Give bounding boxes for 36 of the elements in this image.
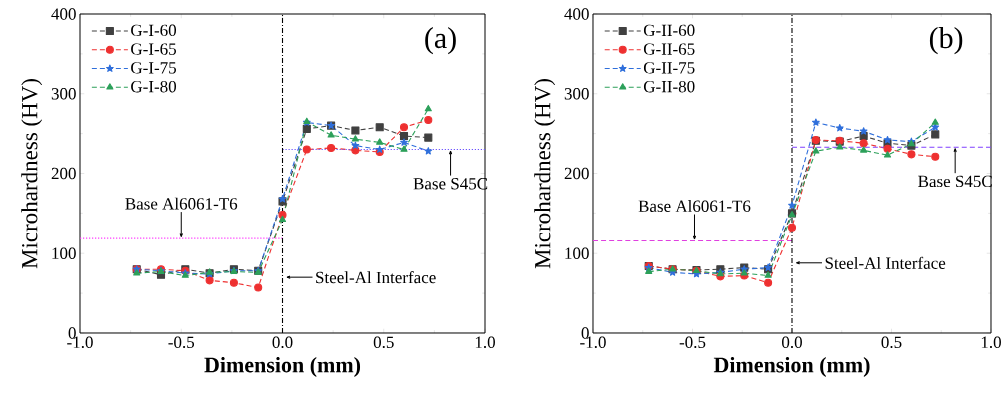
y-tick-label: 100 bbox=[52, 247, 76, 259]
y-tick-label: 300 bbox=[564, 88, 589, 100]
x-axis-title: Dimension (mm) bbox=[204, 356, 361, 377]
x-tick-label: 0.5 bbox=[373, 336, 394, 349]
x-tick-label: 0.0 bbox=[782, 336, 802, 349]
legend-label: G-I-75 bbox=[131, 62, 177, 74]
y-axis-title: Microhardness (HV) bbox=[534, 79, 556, 269]
y-tick-label: 400 bbox=[51, 8, 76, 20]
annotation: Base Al6061-T6 bbox=[638, 200, 751, 212]
legend-label: G-II-75 bbox=[643, 62, 695, 74]
legend-label: G-II-65 bbox=[643, 43, 695, 55]
x-tick-label: 0.0 bbox=[272, 336, 293, 349]
x-tick-label: -0.5 bbox=[679, 336, 706, 349]
chart-title: (a) bbox=[425, 27, 456, 55]
y-tick-label: 200 bbox=[564, 167, 589, 180]
y-axis-title: Microhardness (HV) bbox=[21, 79, 43, 269]
y-tick-label: 400 bbox=[564, 8, 589, 20]
y-tick-label: 300 bbox=[51, 88, 76, 100]
legend-label: G-II-80 bbox=[643, 80, 695, 93]
x-tick-label: 1.0 bbox=[981, 336, 1001, 349]
annotation: Base S45C bbox=[413, 178, 488, 190]
x-tick-label: 0.5 bbox=[881, 336, 902, 349]
x-axis-title: Dimension (mm) bbox=[713, 356, 870, 377]
y-tick-label: 100 bbox=[565, 247, 589, 259]
legend-label: G-II-60 bbox=[643, 24, 695, 37]
x-tick-label: 1.0 bbox=[475, 336, 495, 349]
annotation: Steel-Al Interface bbox=[316, 271, 436, 284]
chart-title: (b) bbox=[929, 27, 963, 55]
annotation: Steel-Al Interface bbox=[825, 256, 946, 269]
legend-label: G-I-65 bbox=[131, 43, 177, 55]
legend-label: G-I-80 bbox=[131, 80, 177, 93]
legend-label: G-I-60 bbox=[131, 24, 177, 37]
annotation: Base Al6061-T6 bbox=[125, 197, 238, 210]
annotation: Base S45C bbox=[918, 175, 992, 188]
x-tick-label: -0.5 bbox=[168, 336, 195, 349]
y-tick-label: 200 bbox=[51, 167, 76, 180]
